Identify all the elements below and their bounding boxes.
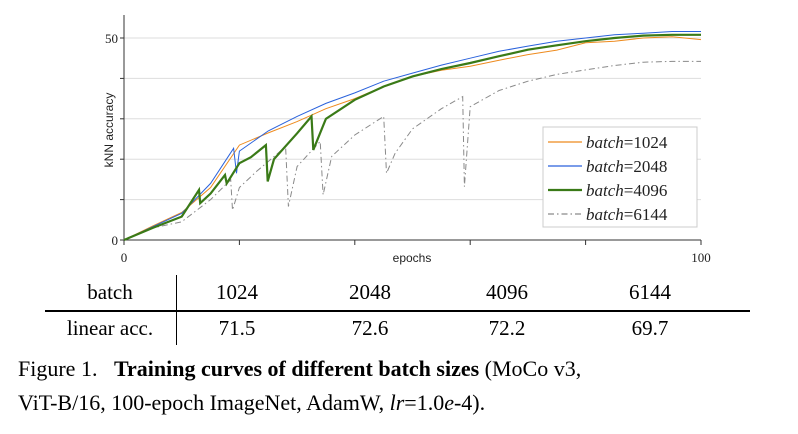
- header-value: 2048: [349, 280, 391, 304]
- caption-var: e: [444, 390, 454, 415]
- legend-label: batch=4096: [586, 181, 667, 200]
- series-line-batch-4096: [123, 33, 701, 242]
- row-value: 69.7: [631, 316, 669, 340]
- header-value: 4096: [486, 280, 528, 304]
- legend-label: batch=1024: [586, 133, 668, 152]
- caption-var: lr: [389, 390, 405, 415]
- row-value: 71.5: [218, 316, 256, 340]
- y-axis-label: kNN accuracy: [102, 93, 116, 168]
- caption-title: Training curves of different batch sizes: [113, 356, 480, 381]
- series-lines: [123, 31, 702, 242]
- caption-prefix: Figure 1.: [18, 356, 98, 381]
- legend-box: [542, 126, 698, 228]
- row-label: linear acc.: [66, 316, 154, 340]
- x-tick-label: 0: [121, 250, 128, 265]
- results-table: batch 1024 2048 4096 6144 linear acc. 71…: [0, 270, 798, 350]
- caption-text: -4).: [453, 390, 486, 415]
- y-tick-label: 50: [105, 31, 118, 46]
- series-line-batch-2048: [123, 31, 701, 241]
- x-axis-label: epochs: [393, 251, 432, 265]
- caption-text: ViT-B/16, 100-epoch ImageNet, AdamW,: [18, 390, 390, 415]
- caption-text: (MoCo v3,: [479, 356, 582, 381]
- axes: 0 50 0 100: [105, 15, 711, 265]
- figure-caption: Figure 1. Training curves of different b…: [18, 352, 798, 420]
- y-tick-label: 0: [112, 233, 119, 248]
- row-value: 72.2: [488, 316, 526, 340]
- table-rule: [45, 310, 750, 312]
- legend: batch=1024 batch=2048 batch=4096 batch=6144: [542, 126, 698, 228]
- row-value: 72.6: [351, 316, 389, 340]
- x-tick-label: 100: [691, 250, 711, 265]
- legend-label: batch=6144: [586, 205, 668, 224]
- header-value: 6144: [629, 280, 671, 304]
- header-value: 1024: [216, 280, 258, 304]
- legend-label: batch=2048: [586, 157, 667, 176]
- caption-text: =1.0: [404, 390, 445, 415]
- header-label: batch: [87, 280, 133, 304]
